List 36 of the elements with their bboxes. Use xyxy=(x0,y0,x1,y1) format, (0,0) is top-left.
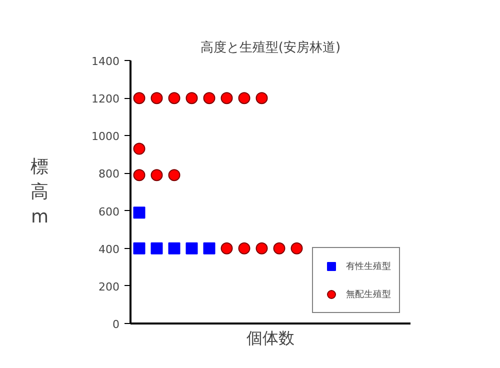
point xyxy=(220,92,233,104)
point xyxy=(133,142,146,155)
x-axis-title: 個体数 xyxy=(246,328,294,348)
point xyxy=(203,92,216,104)
point xyxy=(168,92,180,104)
y-tick-label: 1000 xyxy=(92,130,120,144)
point xyxy=(220,242,233,254)
legend-label: 有性生殖型 xyxy=(346,260,391,272)
y-axis-title: 標高m xyxy=(30,156,49,228)
point xyxy=(256,242,268,254)
point xyxy=(238,92,250,104)
y-tick-label: 200 xyxy=(98,280,120,294)
point xyxy=(150,169,163,182)
point xyxy=(150,242,163,254)
point xyxy=(273,242,286,254)
y-tick-label: 600 xyxy=(98,205,120,218)
point xyxy=(203,242,216,254)
point xyxy=(238,242,250,254)
point xyxy=(256,92,268,104)
point xyxy=(133,92,146,104)
point xyxy=(290,242,303,254)
chart-title: 高度と生殖型(安房林道) xyxy=(200,40,341,56)
y-tick-label: 400 xyxy=(98,242,120,256)
point xyxy=(150,92,163,104)
point xyxy=(186,242,198,254)
point xyxy=(133,206,146,219)
y-tick-label: 1200 xyxy=(92,92,120,106)
legend-label: 無配生殖型 xyxy=(346,288,391,300)
point xyxy=(133,242,146,254)
point xyxy=(168,169,180,182)
y-tick-label: 800 xyxy=(98,168,120,181)
y-tick-label: 1400 xyxy=(92,55,120,68)
y-tick-label: 0 xyxy=(112,318,120,331)
point xyxy=(133,169,146,182)
point xyxy=(186,92,198,104)
point xyxy=(168,242,180,254)
